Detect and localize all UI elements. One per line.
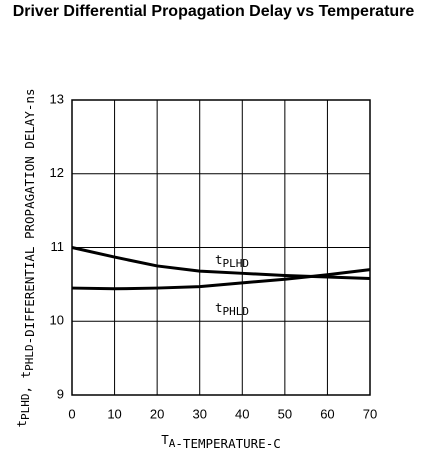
series-line bbox=[71, 268, 371, 291]
x-tick-label: 70 bbox=[363, 406, 377, 421]
y-tick-label: 11 bbox=[51, 239, 65, 254]
y-tick-label: 10 bbox=[50, 313, 64, 328]
x-tick-label: 40 bbox=[235, 406, 249, 421]
x-tick-label: 60 bbox=[320, 406, 334, 421]
y-axis-label: tPLHD, tPHLD-DIFFERENTIAL PROPAGATION DE… bbox=[14, 89, 37, 428]
series-label: tPLHD bbox=[215, 252, 249, 271]
x-tick-label: 30 bbox=[192, 406, 206, 421]
x-tick-label: 10 bbox=[107, 406, 121, 421]
chart-title: Driver Differential Propagation Delay vs… bbox=[12, 3, 415, 20]
x-tick-label: 0 bbox=[68, 406, 75, 421]
series-label: tPHLD bbox=[215, 300, 249, 319]
y-tick-label: 12 bbox=[50, 165, 64, 180]
y-tick-label: 9 bbox=[57, 386, 64, 401]
x-axis-label: TA-TEMPERATURE-C bbox=[161, 432, 281, 451]
y-tick-label: 13 bbox=[50, 91, 64, 106]
x-tick-label: 50 bbox=[278, 406, 292, 421]
x-tick-label: 20 bbox=[150, 406, 164, 421]
